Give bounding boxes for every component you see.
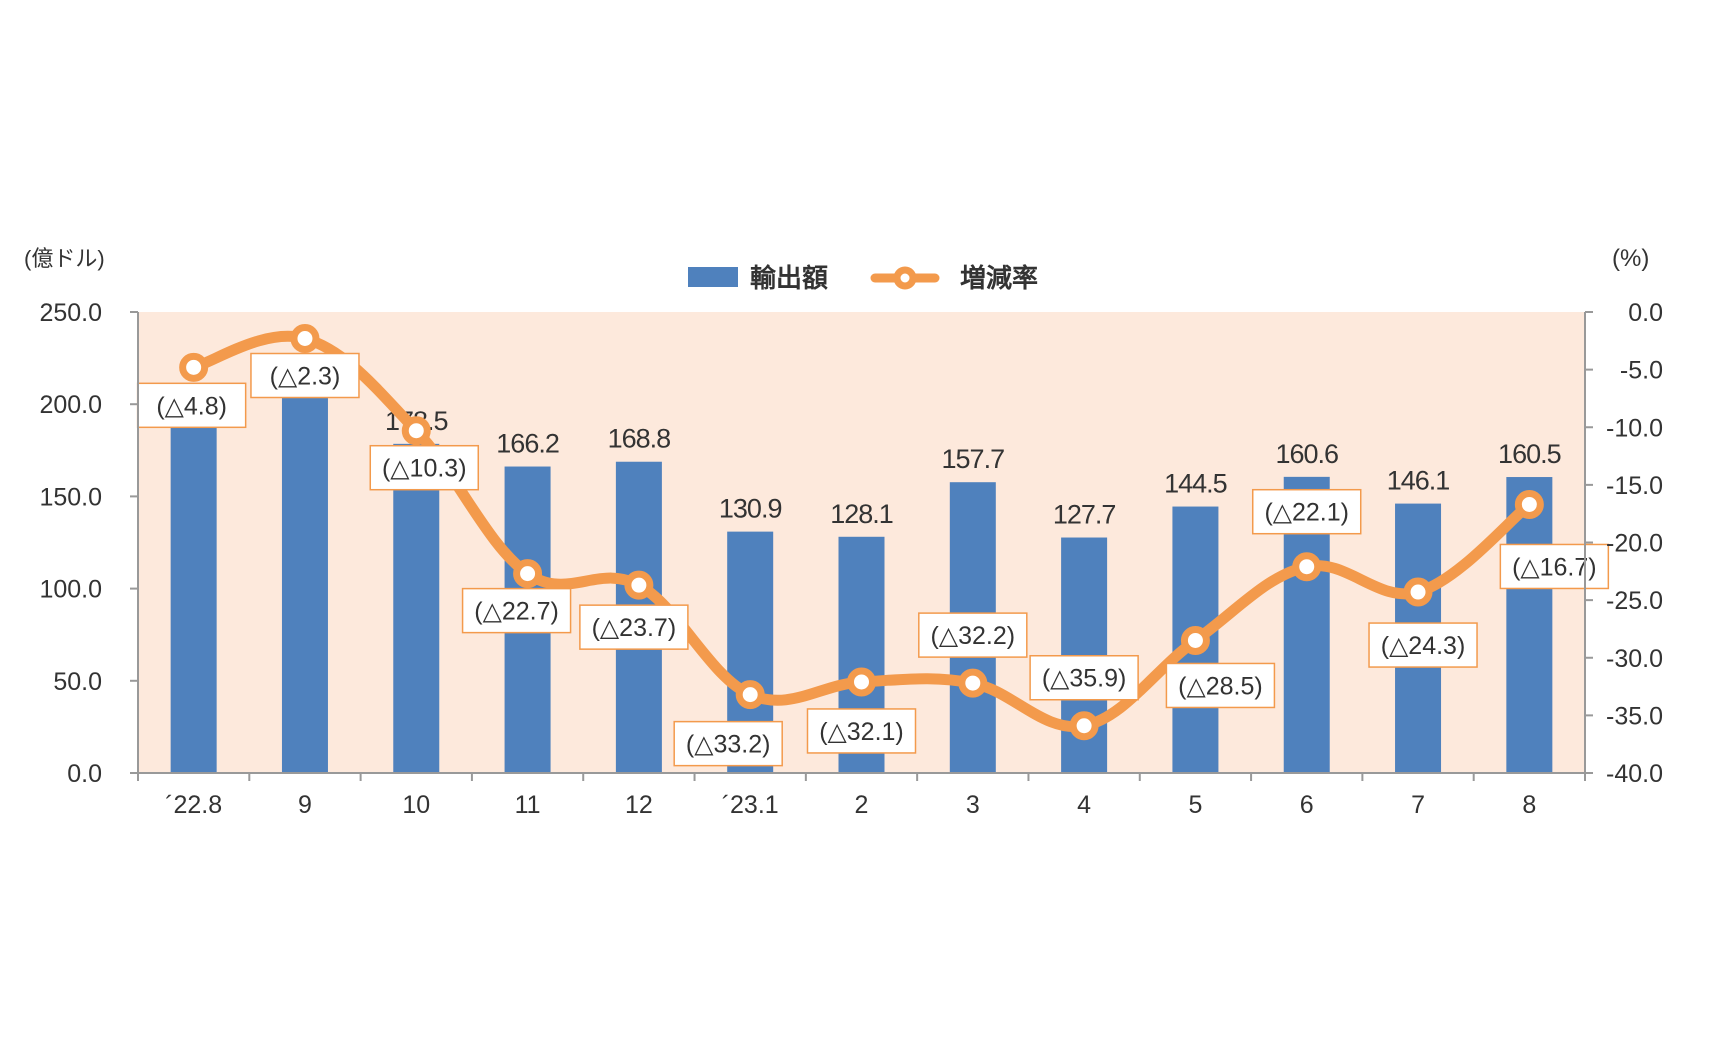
x-axis-tick-label: 10 (402, 791, 430, 819)
growth-rate-callout-box (1499, 543, 1610, 590)
x-axis-tick-label: 6 (1300, 791, 1314, 819)
growth-rate-point-9 (1180, 625, 1210, 655)
growth-rate-point-6 (847, 667, 876, 697)
left-axis-tick-label: 0.0 (67, 760, 102, 788)
growth-rate-callout-label: (△23.7) (592, 614, 677, 642)
bar-export-2 (393, 443, 440, 773)
right-axis-tick-label: -5.0 (1620, 357, 1663, 385)
growth-rate-callout-label: (△33.2) (686, 731, 771, 759)
growth-rate-point-10 (1292, 552, 1322, 582)
bar-value-label: 168.8 (608, 424, 671, 454)
growth-rate-point-12 (1514, 489, 1544, 519)
right-axis-tick-label: -35.0 (1606, 702, 1663, 730)
growth-rate-callout-label: (△2.3) (270, 363, 341, 391)
bar-value-label: 128.1 (830, 499, 893, 529)
right-axis-tick-label: -10.0 (1606, 414, 1663, 442)
legend-bar-swatch (688, 267, 738, 287)
bar-export-12 (1506, 477, 1553, 773)
right-unit-label: (%) (1612, 245, 1649, 272)
growth-rate-callout-label: (△4.8) (156, 392, 227, 420)
growth-rate-point-2 (401, 416, 431, 446)
growth-rate-callout-box (250, 352, 360, 399)
growth-rate-callout-box (806, 708, 917, 754)
growth-rate-callout-label: (△22.1) (1264, 499, 1349, 527)
growth-rate-callout-label: (△16.7) (1512, 553, 1597, 581)
growth-rate-callout-box (673, 720, 783, 767)
growth-rate-point-11 (1403, 577, 1433, 607)
x-axis-tick-label: ´22.8 (165, 791, 222, 819)
x-axis-tick-label: ´23.1 (722, 791, 779, 819)
growth-rate-point-4 (624, 570, 654, 600)
x-axis-tick-label: 12 (625, 791, 653, 819)
bar-value-label: 157.7 (942, 444, 1005, 474)
growth-rate-callout-label: (△28.5) (1178, 672, 1263, 700)
growth-rate-callout-box (1251, 488, 1362, 535)
growth-rate-callout-box (1368, 622, 1478, 668)
axis-layer: 0.050.0100.0150.0200.0250.0-40.0-35.0-30… (39, 299, 1663, 819)
growth-rate-callout-label: (△24.3) (1381, 632, 1466, 660)
right-axis-tick-label: -15.0 (1606, 472, 1663, 500)
x-axis-tick-label: 5 (1188, 791, 1202, 819)
right-axis-tick-label: -30.0 (1606, 645, 1663, 673)
right-axis-tick-label: -20.0 (1606, 530, 1663, 558)
growth-rate-callout-label: (△10.3) (382, 455, 467, 483)
x-axis-tick-label: 9 (298, 791, 312, 819)
left-axis-tick-label: 150.0 (39, 483, 102, 511)
left-axis-tick-label: 250.0 (39, 299, 102, 327)
growth-rate-callout-label: (△22.7) (474, 598, 559, 626)
growth-rate-callout-label: (△32.2) (931, 622, 1016, 650)
growth-rate-callout-box (1029, 654, 1139, 701)
bar-value-label: 127.7 (1053, 500, 1116, 530)
x-axis-tick-label: 4 (1077, 791, 1091, 819)
growth-rate-point-5 (735, 680, 765, 710)
x-axis-tick-label: 11 (515, 791, 541, 819)
growth-rate-point-0 (179, 352, 209, 382)
growth-rate-callout-box (136, 382, 247, 429)
bar-value-label: 130.9 (719, 494, 782, 524)
bar-value-label: 166.2 (496, 429, 559, 459)
growth-rate-callout-label: (△32.1) (819, 718, 904, 746)
legend-line-marker (893, 266, 917, 290)
bar-export-0 (170, 417, 217, 773)
right-axis-tick-label: 0.0 (1628, 299, 1663, 327)
left-unit-label: (億ドル) (24, 246, 105, 271)
bar-value-label: 146.1 (1387, 466, 1450, 496)
growth-rate-callout-label: (△35.9) (1042, 665, 1127, 693)
growth-rate-point-3 (513, 559, 543, 589)
left-axis-tick-label: 50.0 (53, 668, 102, 696)
line-layer: (△4.8) (△2.3) (△10.3) (△22.7) (△23.7) (△33.2)… (136, 324, 1610, 767)
x-axis-tick-label: 2 (855, 791, 869, 819)
right-axis-tick-label: -25.0 (1606, 587, 1663, 615)
right-axis-tick-label: -40.0 (1606, 760, 1663, 788)
left-axis-tick-label: 200.0 (39, 391, 102, 419)
legend-line-label: 増減率 (960, 263, 1038, 293)
growth-rate-point-8 (1069, 711, 1099, 741)
growth-rate-point-7 (958, 668, 988, 698)
x-axis-tick-label: 3 (966, 791, 980, 819)
growth-rate-point-1 (290, 324, 320, 354)
x-axis-tick-label: 7 (1411, 791, 1425, 819)
bar-export-1 (281, 388, 328, 773)
growth-rate-callout-box (461, 587, 572, 634)
growth-rate-callout-box (579, 604, 689, 650)
legend-bar-label: 輸出額 (750, 263, 828, 293)
growth-rate-callout-box (918, 612, 1028, 658)
left-axis-tick-label: 100.0 (39, 576, 102, 604)
x-axis-tick-label: 8 (1522, 791, 1536, 819)
bar-value-label: 160.5 (1498, 439, 1561, 469)
legend: 輸出額 増減率 (688, 263, 1038, 293)
bar-value-label: 160.6 (1275, 439, 1338, 469)
bar-value-label: 144.5 (1164, 469, 1227, 499)
growth-rate-callout-box (1165, 662, 1276, 709)
growth-rate-callout-box (369, 444, 480, 491)
